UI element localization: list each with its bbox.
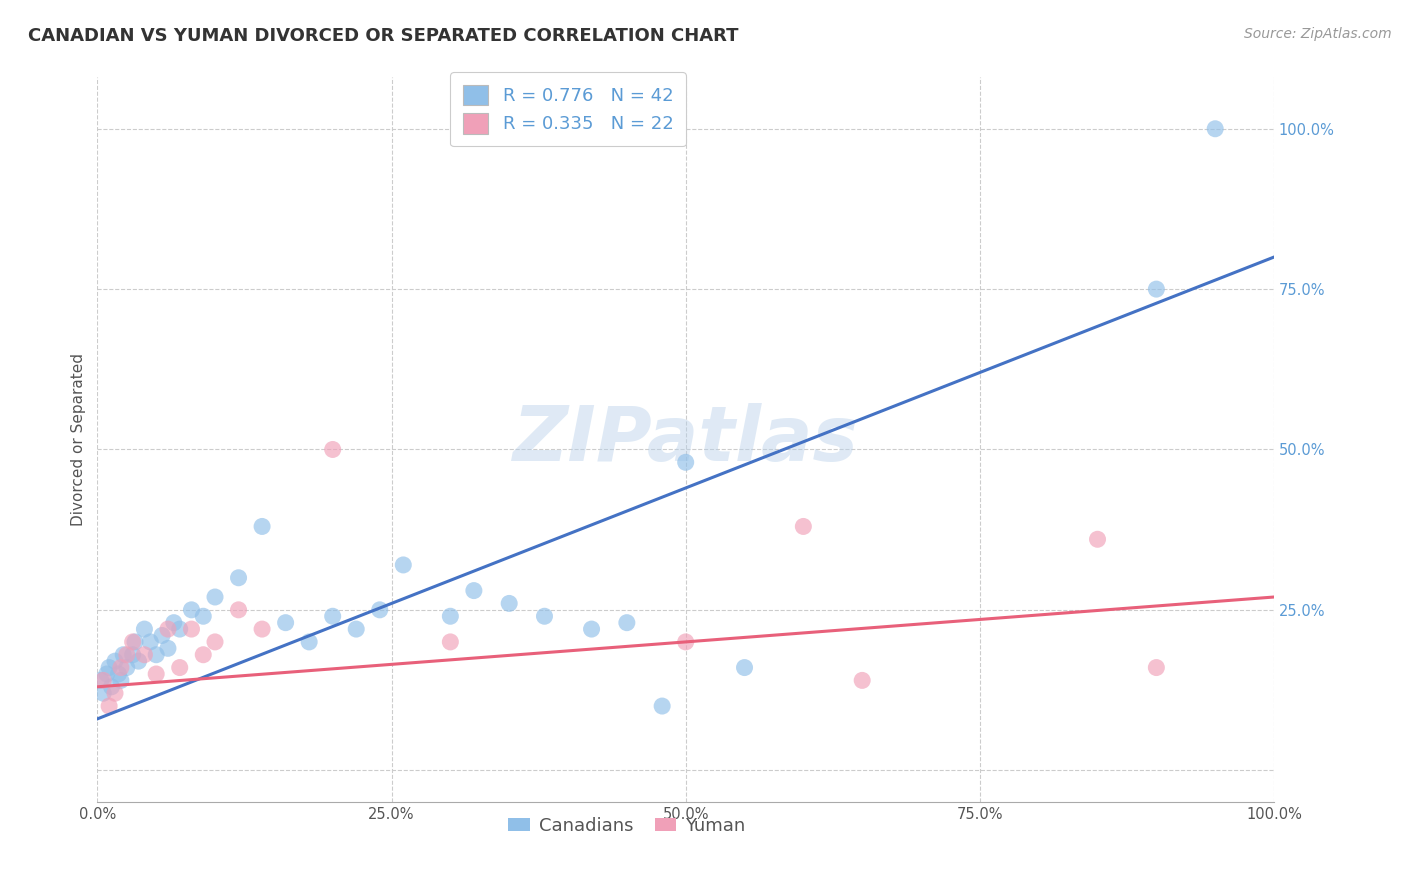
Point <box>463 583 485 598</box>
Point <box>439 609 461 624</box>
Point <box>121 648 143 662</box>
Point <box>96 667 118 681</box>
Point <box>91 673 114 688</box>
Point <box>121 635 143 649</box>
Point <box>156 622 179 636</box>
Y-axis label: Divorced or Separated: Divorced or Separated <box>72 353 86 526</box>
Point <box>675 455 697 469</box>
Point <box>228 571 250 585</box>
Point <box>145 648 167 662</box>
Point <box>651 699 673 714</box>
Point <box>851 673 873 688</box>
Point <box>169 622 191 636</box>
Point <box>145 667 167 681</box>
Point <box>439 635 461 649</box>
Legend: Canadians, Yuman: Canadians, Yuman <box>499 808 755 844</box>
Point <box>104 654 127 668</box>
Point <box>112 648 135 662</box>
Point <box>180 603 202 617</box>
Point <box>134 648 156 662</box>
Point <box>1144 660 1167 674</box>
Point <box>134 622 156 636</box>
Point <box>344 622 367 636</box>
Point <box>139 635 162 649</box>
Point <box>115 660 138 674</box>
Text: Source: ZipAtlas.com: Source: ZipAtlas.com <box>1244 27 1392 41</box>
Point <box>368 603 391 617</box>
Text: ZIPatlas: ZIPatlas <box>513 403 859 477</box>
Point <box>734 660 756 674</box>
Text: CANADIAN VS YUMAN DIVORCED OR SEPARATED CORRELATION CHART: CANADIAN VS YUMAN DIVORCED OR SEPARATED … <box>28 27 738 45</box>
Point <box>616 615 638 630</box>
Point <box>533 609 555 624</box>
Point <box>115 648 138 662</box>
Point <box>163 615 186 630</box>
Point <box>298 635 321 649</box>
Point <box>792 519 814 533</box>
Point <box>204 590 226 604</box>
Point <box>228 603 250 617</box>
Point <box>110 660 132 674</box>
Point <box>274 615 297 630</box>
Point <box>104 686 127 700</box>
Point <box>1204 121 1226 136</box>
Point <box>100 680 122 694</box>
Point <box>392 558 415 572</box>
Point <box>128 654 150 668</box>
Point <box>193 609 215 624</box>
Point <box>322 442 344 457</box>
Point <box>156 641 179 656</box>
Point <box>581 622 603 636</box>
Point <box>180 622 202 636</box>
Point <box>124 635 146 649</box>
Point <box>169 660 191 674</box>
Point <box>1087 533 1109 547</box>
Point <box>204 635 226 649</box>
Point <box>98 699 121 714</box>
Point <box>107 667 129 681</box>
Point <box>110 673 132 688</box>
Point <box>498 596 520 610</box>
Point <box>193 648 215 662</box>
Point <box>675 635 697 649</box>
Point <box>250 622 273 636</box>
Point <box>150 628 173 642</box>
Point <box>90 673 112 688</box>
Point <box>1144 282 1167 296</box>
Point <box>250 519 273 533</box>
Point <box>98 660 121 674</box>
Point <box>322 609 344 624</box>
Point <box>91 686 114 700</box>
